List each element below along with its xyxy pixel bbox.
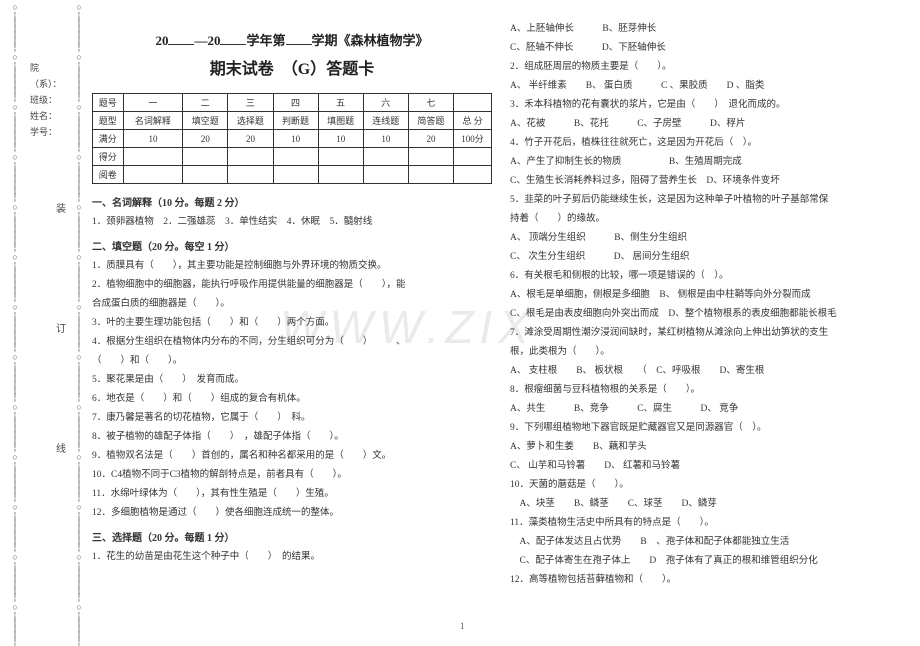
question-line: 合成蛋白质的细胞器是（ ）。 xyxy=(92,295,492,314)
question-line: 8．根瘤细菌与豆科植物根的关系是（ ）。 xyxy=(510,381,910,400)
table-row: 得分 xyxy=(93,148,492,166)
question-line: 9．植物双名法是（ ）首创的，属名和种名都采用的是（ ）文。 xyxy=(92,447,492,466)
question-line: 10．天菌的蘑菇是（ ）。 xyxy=(510,476,910,495)
question-line: 4．竹子开花后，植株往往就死亡，这是因为开花后（ ）。 xyxy=(510,134,910,153)
exam-title-line1: 20—20学年第学期《森林植物学》 xyxy=(92,30,492,49)
binding-col-inner: ○┆┆┆┆┆┆○┆┆┆┆┆┆○┆┆┆┆┆┆○┆┆┆┆┆┆○┆┆┆┆┆┆○┆┆┆┆… xyxy=(70,0,88,637)
question-line: 根，此类根为（ ）。 xyxy=(510,343,910,362)
question-line: C、胚轴不伸长 D、下胚轴伸长 xyxy=(510,39,910,58)
question-line: A、花被 B、花托 C、子房壁 D、稃片 xyxy=(510,115,910,134)
question-line: 持着（ ）的缘故。 xyxy=(510,210,910,229)
question-line: A、共生 B、竞争 C、腐生 D、 竞争 xyxy=(510,400,910,419)
binding-dash: ┆ xyxy=(12,638,17,644)
question-line: 1．花生的幼苗是由花生这个种子中（ ） 的结果。 xyxy=(92,548,492,567)
question-line: A、 半纤维素 B、 蛋白质 C 、果胶质 D 、脂类 xyxy=(510,77,910,96)
side-label: 姓名： xyxy=(30,108,66,124)
score-table: 题号一二三四五六七 题型名词解释填空题选择题判断题填图题连线题简答题总 分 满分… xyxy=(92,93,492,184)
question-line: C、 次生分生组织 D、 居间分生组织 xyxy=(510,248,910,267)
binding-char: 装 xyxy=(56,200,66,215)
question-line: 11．藻类植物生活史中所具有的特点是（ ）。 xyxy=(510,514,910,533)
binding-dash: ┆ xyxy=(76,638,81,644)
table-row: 题型名词解释填空题选择题判断题填图题连线题简答题总 分 xyxy=(93,112,492,130)
question-line: C、 山芋和马铃薯 D、 红薯和马铃薯 xyxy=(510,457,910,476)
question-line: 3．禾本科植物的花有囊状的浆片，它是由（ ） 退化而成的。 xyxy=(510,96,910,115)
left-body: 一、名词解释（10 分。每题 2 分） 1．颈卵器植物 2．二强雄蕊 3．单性结实… xyxy=(92,194,492,567)
question-line: C、生殖生长消耗养料过多，阻碍了营养生长 D、环境条件变坏 xyxy=(510,172,910,191)
question-line: 10．C4植物不同于C3植物的解剖特点是，前者具有（ ）。 xyxy=(92,466,492,485)
table-row: 满分10202010101020100分 xyxy=(93,130,492,148)
question-line: A、根毛是单细胞，侧根是多细胞 B、 侧根是由中柱鞘等向外分裂而成 xyxy=(510,286,910,305)
question-line: 12．多细胞植物是通过（ ）使各细胞连成统一的整体。 xyxy=(92,504,492,523)
question-line: 7．滩涂受周期性潮汐浸润间缺时，某红树植物从滩涂向上伸出幼笋状的支生 xyxy=(510,324,910,343)
binding-col-outer: ○┆┆┆┆┆┆○┆┆┆┆┆┆○┆┆┆┆┆┆○┆┆┆┆┆┆○┆┆┆┆┆┆○┆┆┆┆… xyxy=(6,0,24,637)
question-line: 11．水绵叶绿体为（ ），其有性生殖是（ ）生殖。 xyxy=(92,485,492,504)
question-line: 1．颈卵器植物 2．二强雄蕊 3．单性结实 4．休眠 5．髓射线 xyxy=(92,213,492,232)
question-line: A、 支柱根 B、 板状根 （ C、呼吸根 D、寄生根 xyxy=(510,362,910,381)
side-entry-labels: 院（系）： 班级： 姓名： 学号： xyxy=(30,60,66,140)
question-line: 7．康乃馨是著名的切花植物，它属于（ ） 科。 xyxy=(92,409,492,428)
question-line: 6．地衣是（ ）和（ ）组成的复合有机体。 xyxy=(92,390,492,409)
question-line: 1．质膜具有（ ），其主要功能是控制细胞与外界环境的物质交换。 xyxy=(92,257,492,276)
right-column: A、上胚轴伸长 B、胚芽伸长C、胚轴不伸长 D、下胚轴伸长2．组成胚周层的物质主… xyxy=(510,20,910,590)
left-column: 20—20学年第学期《森林植物学》 期末试卷 （G）答题卡 题号一二三四五六七 … xyxy=(92,20,492,590)
question-line: A、块茎 B、鳞茎 C、球茎 D、鳞芽 xyxy=(510,495,910,514)
question-line: 5．聚花果是由（ ） 发育而成。 xyxy=(92,371,492,390)
side-label: 院（系）： xyxy=(30,60,66,92)
question-line: A、 顶端分生组织 B、侧生分生组织 xyxy=(510,229,910,248)
table-row: 阅卷 xyxy=(93,166,492,184)
exam-title-line2: 期末试卷 （G）答题卡 xyxy=(92,55,492,79)
question-line: A、配子体发达且占优势 B 、孢子体和配子体都能独立生活 xyxy=(510,533,910,552)
question-line: A、上胚轴伸长 B、胚芽伸长 xyxy=(510,20,910,39)
question-line: C、根毛是由表皮细胞向外突出而成 D、整个植物根系的表皮细胞都能长根毛 xyxy=(510,305,910,324)
page-number: 1 xyxy=(460,621,465,631)
binding-char: 订 xyxy=(56,320,66,335)
section-heading: 一、名词解释（10 分。每题 2 分） xyxy=(92,194,492,209)
question-line: A、产生了抑制生长的物质 B、生殖周期完成 xyxy=(510,153,910,172)
question-line: 6．有关根毛和侧根的比较，哪一项是错误的（ ）。 xyxy=(510,267,910,286)
table-row: 题号一二三四五六七 xyxy=(93,94,492,112)
section-heading: 二、填空题（20 分。每空 1 分） xyxy=(92,238,492,253)
binding-char: 线 xyxy=(56,440,66,455)
question-line: C、配子体寄生在孢子体上 D 孢子体有了真正的根和维管组织分化 xyxy=(510,552,910,571)
question-line: 2．组成胚周层的物质主要是（ ）。 xyxy=(510,58,910,77)
question-line: 5．韭菜的叶子剪后仍能继续生长，这是因为这种单子叶植物的叶子基部常保 xyxy=(510,191,910,210)
question-line: A、萝卜和生姜 B、藕和芋头 xyxy=(510,438,910,457)
section-heading: 三、选择题（20 分。每题 1 分） xyxy=(92,529,492,544)
side-label: 班级： xyxy=(30,92,66,108)
question-line: 4．根据分生组织在植物体内分布的不同，分生组织可分为（ ） 、 xyxy=(92,333,492,352)
question-line: 3．叶的主要生理功能包括（ ）和（ ）两个方面。 xyxy=(92,314,492,333)
question-line: 9．下列哪组植物地下器官既是贮藏器官又是同源器官（ ）。 xyxy=(510,419,910,438)
side-label: 学号： xyxy=(30,124,66,140)
question-line: 2．植物细胞中的细胞器，能执行呼吸作用提供能量的细胞器是（ ），能 xyxy=(92,276,492,295)
question-line: （ ）和（ ）。 xyxy=(92,352,492,371)
question-line: 12．高等植物包括苔藓植物和（ ）。 xyxy=(510,571,910,590)
content-area: 20—20学年第学期《森林植物学》 期末试卷 （G）答题卡 题号一二三四五六七 … xyxy=(92,20,912,590)
question-line: 8．被子植物的雄配子体指（ ） ，雄配子体指（ ）。 xyxy=(92,428,492,447)
